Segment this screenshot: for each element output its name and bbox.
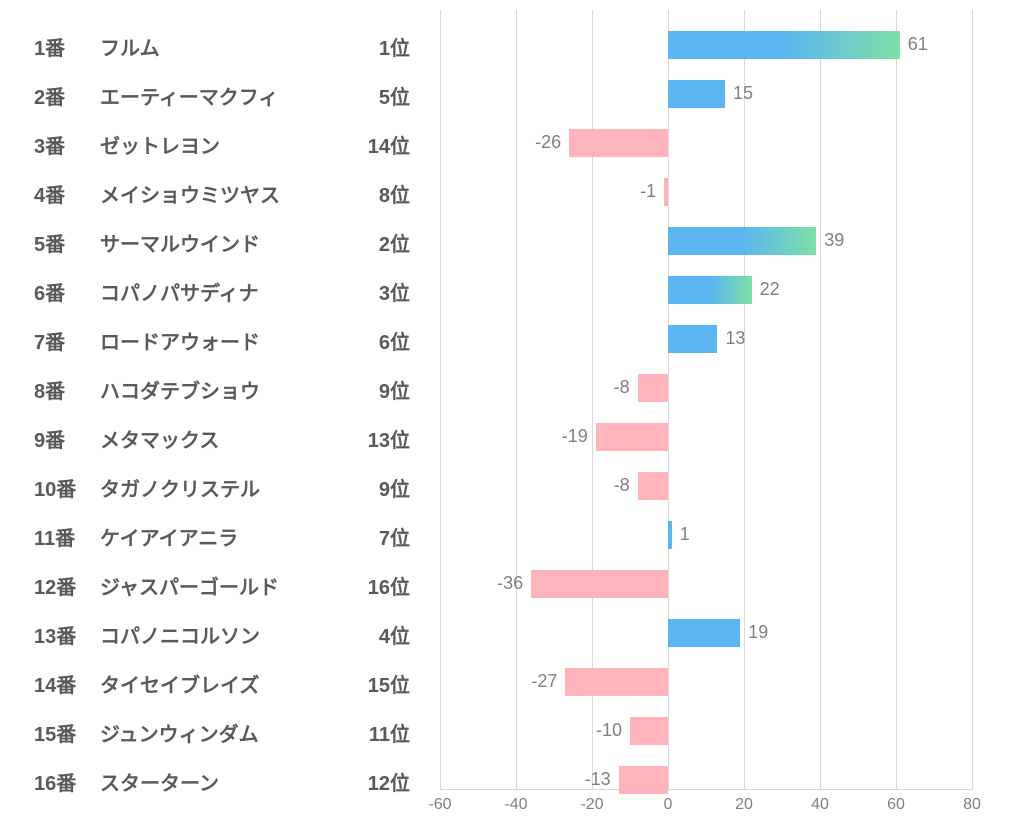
row-number: 7番 bbox=[34, 326, 65, 355]
row-number: 2番 bbox=[34, 81, 65, 110]
row-name: フルム bbox=[100, 32, 160, 61]
bar bbox=[668, 80, 725, 108]
bar bbox=[668, 276, 752, 304]
gridline bbox=[516, 10, 517, 790]
row-rank: 3位 bbox=[379, 277, 410, 306]
row-number: 10番 bbox=[34, 473, 76, 502]
value-label: -8 bbox=[614, 475, 630, 496]
bar bbox=[630, 717, 668, 745]
gridline bbox=[896, 10, 897, 790]
row-name: ゼットレヨン bbox=[100, 130, 220, 159]
x-tick-label: 80 bbox=[963, 796, 981, 814]
row-rank: 9位 bbox=[379, 375, 410, 404]
row-rank: 6位 bbox=[379, 326, 410, 355]
row-number: 6番 bbox=[34, 277, 65, 306]
x-tick-label: -60 bbox=[428, 796, 451, 814]
row-name: スターターン bbox=[100, 767, 219, 796]
row-name: コパノニコルソン bbox=[100, 620, 260, 649]
row-number: 3番 bbox=[34, 130, 65, 159]
row-rank: 9位 bbox=[379, 473, 410, 502]
bar bbox=[596, 423, 668, 451]
bar bbox=[638, 374, 668, 402]
row-number: 9番 bbox=[34, 424, 65, 453]
value-label: -19 bbox=[562, 426, 588, 447]
x-tick-label: 60 bbox=[887, 796, 905, 814]
bar bbox=[668, 227, 816, 255]
gridline bbox=[820, 10, 821, 790]
row-rank: 2位 bbox=[379, 228, 410, 257]
row-name: タガノクリステル bbox=[100, 473, 260, 502]
value-label: 15 bbox=[733, 83, 753, 104]
chart-canvas: -60-40-20020406080 1番フルム1位612番エーティーマクフィ5… bbox=[0, 0, 1022, 834]
row-name: ロードアウォード bbox=[100, 326, 260, 355]
bar bbox=[569, 129, 668, 157]
row-name: タイセイブレイズ bbox=[100, 669, 259, 698]
row-name: エーティーマクフィ bbox=[100, 81, 278, 110]
row-name: ケイアイアニラ bbox=[100, 522, 238, 551]
row-name: メタマックス bbox=[100, 424, 219, 453]
row-rank: 16位 bbox=[368, 571, 410, 600]
gridline bbox=[744, 10, 745, 790]
row-number: 8番 bbox=[34, 375, 65, 404]
bar bbox=[664, 178, 668, 206]
row-rank: 8位 bbox=[379, 179, 410, 208]
row-rank: 11位 bbox=[369, 718, 410, 747]
gridline bbox=[668, 10, 669, 790]
bar bbox=[531, 570, 668, 598]
row-number: 1番 bbox=[34, 32, 65, 61]
gridline bbox=[440, 10, 441, 790]
row-rank: 7位 bbox=[379, 522, 410, 551]
value-label: -26 bbox=[535, 132, 561, 153]
row-rank: 4位 bbox=[379, 620, 410, 649]
bar bbox=[638, 472, 668, 500]
gridline bbox=[972, 10, 973, 790]
row-name: ジャスパーゴールド bbox=[100, 571, 279, 600]
row-number: 11番 bbox=[34, 522, 75, 551]
x-axis-line bbox=[440, 789, 972, 790]
row-number: 12番 bbox=[34, 571, 76, 600]
row-rank: 12位 bbox=[368, 767, 410, 796]
row-number: 14番 bbox=[34, 669, 76, 698]
value-label: -8 bbox=[614, 377, 630, 398]
bar bbox=[668, 521, 672, 549]
value-label: 61 bbox=[908, 34, 928, 55]
x-tick-label: -20 bbox=[580, 796, 603, 814]
value-label: -10 bbox=[596, 720, 622, 741]
row-rank: 13位 bbox=[368, 424, 410, 453]
row-number: 13番 bbox=[34, 620, 76, 649]
value-label: 19 bbox=[748, 622, 768, 643]
value-label: 13 bbox=[725, 328, 745, 349]
value-label: 39 bbox=[824, 230, 844, 251]
row-name: サーマルウインド bbox=[100, 228, 260, 257]
x-tick-label: 20 bbox=[735, 796, 753, 814]
bar bbox=[668, 619, 740, 647]
plot-area: -60-40-20020406080 bbox=[440, 10, 972, 790]
bar bbox=[565, 668, 668, 696]
row-number: 15番 bbox=[34, 718, 76, 747]
row-number: 5番 bbox=[34, 228, 65, 257]
bar bbox=[668, 31, 900, 59]
value-label: 1 bbox=[680, 524, 690, 545]
row-number: 4番 bbox=[34, 179, 65, 208]
bar bbox=[668, 325, 717, 353]
value-label: -27 bbox=[531, 671, 557, 692]
row-name: ハコダテブショウ bbox=[100, 375, 260, 404]
row-rank: 14位 bbox=[368, 130, 410, 159]
bar bbox=[619, 766, 668, 794]
x-tick-label: 40 bbox=[811, 796, 829, 814]
value-label: -1 bbox=[640, 181, 656, 202]
value-label: 22 bbox=[760, 279, 780, 300]
row-rank: 5位 bbox=[379, 81, 410, 110]
row-name: メイショウミツヤス bbox=[100, 179, 280, 208]
row-rank: 15位 bbox=[368, 669, 410, 698]
x-tick-label: -40 bbox=[504, 796, 527, 814]
row-number: 16番 bbox=[34, 767, 76, 796]
value-label: -36 bbox=[497, 573, 523, 594]
x-tick-label: 0 bbox=[664, 796, 673, 814]
row-rank: 1位 bbox=[379, 32, 410, 61]
value-label: -13 bbox=[585, 769, 611, 790]
row-name: ジュンウィンダム bbox=[100, 718, 259, 747]
row-name: コパノパサディナ bbox=[100, 277, 259, 306]
